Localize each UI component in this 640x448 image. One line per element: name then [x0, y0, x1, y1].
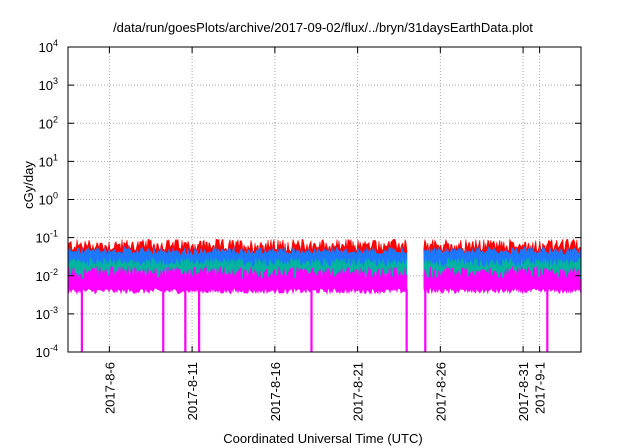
x-axis-label: Coordinated Universal Time (UTC)	[223, 431, 422, 446]
y-tick-label: 102	[39, 114, 58, 131]
x-tick-label: 2017-8-26	[433, 362, 448, 421]
data-layer	[67, 238, 582, 352]
plot-area	[67, 46, 582, 353]
y-axis-label: cGy/day	[21, 161, 36, 209]
y-tick-label: 103	[39, 76, 58, 93]
dropout-spike	[162, 288, 165, 352]
dropout-spike	[80, 288, 83, 352]
dropout-spike	[184, 288, 187, 352]
plot-border	[67, 46, 582, 353]
y-tick-label: 10-1	[36, 229, 58, 246]
x-tick-label: 2017-8-16	[268, 362, 283, 421]
y-tick-label: 10-4	[36, 343, 58, 360]
x-tick-label: 2017-9-1	[533, 362, 548, 414]
y-tick-label: 104	[39, 38, 58, 55]
dropout-spike	[546, 288, 549, 352]
dropout-spike	[405, 288, 408, 352]
x-tick-label: 2017-8-31	[516, 362, 531, 421]
x-tick-label: 2017-8-11	[185, 362, 200, 420]
y-tick-label: 10-3	[36, 305, 58, 322]
x-tick-label: 2017-8-21	[351, 362, 366, 421]
dropout-spike	[198, 288, 201, 352]
chart-title: /data/run/goesPlots/archive/2017-09-02/f…	[113, 20, 533, 35]
y-tick-label: 10-2	[36, 267, 58, 284]
x-tick-label: 2017-8-6	[102, 362, 117, 414]
dropout-spike	[424, 288, 427, 352]
dropout-spike	[310, 288, 313, 352]
y-tick-label: 100	[39, 191, 58, 208]
y-tick-label: 101	[39, 152, 58, 169]
axes: 10-4 10-3 10-2 10-1 100 101 102 103 104 2017-8-6 2…	[36, 38, 581, 421]
